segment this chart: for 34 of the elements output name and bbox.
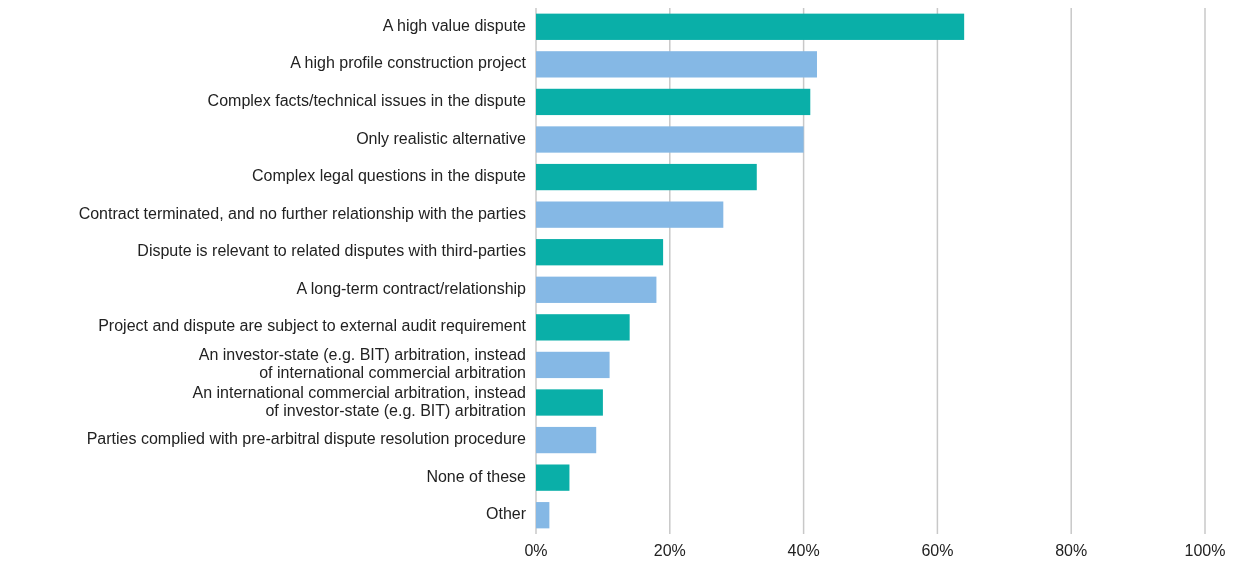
y-tick-label: Complex facts/technical issues in the dispute (207, 92, 527, 110)
bar (536, 13, 965, 40)
x-tick-label: 60% (921, 542, 954, 559)
bar (536, 502, 550, 529)
x-tick-label: 40% (787, 542, 820, 559)
bar (536, 163, 757, 191)
y-tick-label: Other (485, 505, 527, 523)
x-tick-label: 20% (653, 542, 686, 559)
bar (536, 426, 597, 454)
bar (536, 239, 664, 266)
y-tick-label: Contract terminated, and no further relationship with the parties (78, 204, 526, 222)
x-tick-label: 80% (1055, 542, 1088, 559)
y-tick-label: A high profile construction project (290, 54, 527, 72)
y-tick-label: None of these (426, 467, 527, 485)
x-tick-label: 0% (524, 542, 548, 559)
bar (536, 464, 570, 491)
bar (536, 314, 630, 341)
y-tick-label: Only realistic alternative (356, 129, 527, 147)
bar (536, 276, 657, 303)
bar (536, 351, 610, 379)
y-tick-label: A high value dispute (382, 17, 527, 35)
bar (536, 88, 811, 116)
bar (536, 201, 724, 228)
bar (536, 389, 603, 416)
y-tick-label: Dispute is relevant to related disputes with third-parties (137, 242, 526, 260)
bar (536, 51, 817, 78)
y-tick-label: A long-term contract/relationship (296, 280, 527, 298)
bar (536, 126, 804, 153)
y-tick-label: Project and dispute are subject to external audit requirement (98, 317, 527, 335)
y-tick-label: An international commercial arbitration, instead of investor-state (e.g. BIT) arbitration (192, 383, 526, 419)
y-tick-label: An investor-state (e.g. BIT) arbitration, instead of international commercial arbitration (198, 346, 526, 382)
y-tick-label: Complex legal questions in the dispute (252, 167, 527, 185)
y-tick-label: Parties complied with pre-arbitral dispute resolution procedure (86, 430, 527, 448)
x-tick-label: 100% (1184, 542, 1226, 559)
